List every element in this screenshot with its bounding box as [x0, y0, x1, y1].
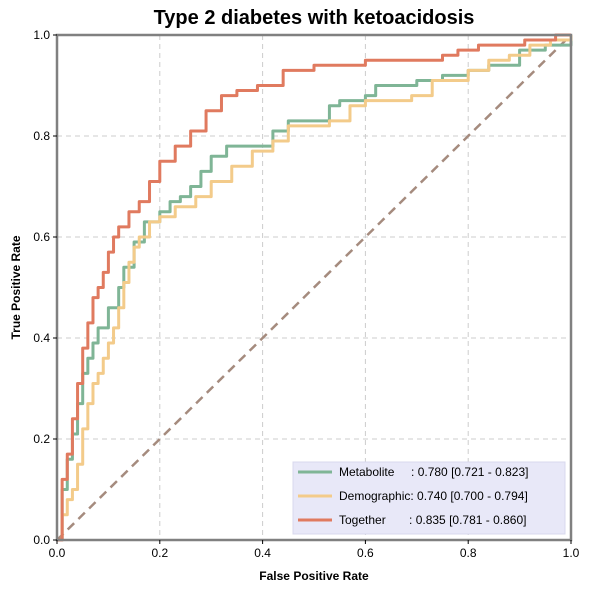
y-tick-label: 0.6: [33, 230, 50, 244]
x-tick-label: 1.0: [563, 546, 580, 560]
chart-title: Type 2 diabetes with ketoacidosis: [154, 7, 475, 29]
legend-label-metabolite: Metabolite : 0.780 [0.721 - 0.823]: [339, 465, 528, 479]
chance-diagonal-line: [56, 34, 572, 541]
y-tick-label: 0.4: [33, 331, 50, 345]
legend-box: [292, 461, 566, 535]
x-tick-label: 0.2: [151, 546, 168, 560]
x-tick-label: 0.8: [460, 546, 477, 560]
x-tick-label: 0.0: [49, 546, 66, 560]
legend-label-together: Together : 0.835 [0.781 - 0.860]: [339, 513, 526, 527]
y-tick-label: 1.0: [33, 28, 50, 42]
x-tick-label: 0.4: [254, 546, 271, 560]
series-lines: [57, 33, 573, 542]
legend: Metabolite : 0.780 [0.721 - 0.823] Demogr…: [292, 461, 566, 535]
y-tick-label: 0.0: [33, 533, 50, 547]
plot-frame: [55, 33, 573, 542]
series-line-demographic: [57, 35, 573, 542]
y-axis-label: True Positive Rate: [9, 235, 23, 339]
series-line-together: [57, 33, 571, 542]
y-tick-label: 0.2: [33, 432, 50, 446]
x-axis-label: False Positive Rate: [259, 569, 369, 583]
reference-diagonal: [56, 34, 572, 541]
tick-labels: 0.0 0.2 0.4 0.6 0.8 1.0 0.0 0.2 0.4 0.6 0.8 1.0: [33, 28, 579, 560]
x-tick-label: 0.6: [357, 546, 374, 560]
series-line-metabolite: [57, 35, 573, 542]
legend-label-demographic: Demographic: 0.740 [0.700 - 0.794]: [339, 489, 528, 503]
y-tick-label: 0.8: [33, 129, 50, 143]
